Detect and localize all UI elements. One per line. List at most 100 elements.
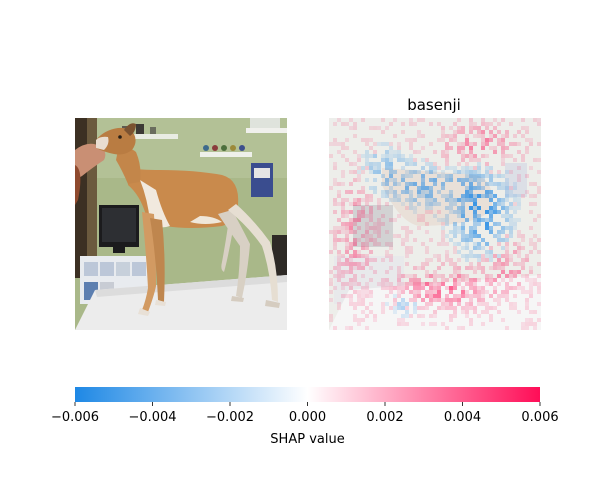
shap-cell (401, 318, 405, 322)
shap-cell (485, 250, 489, 254)
shap-cell (465, 310, 469, 314)
shap-cell (441, 186, 445, 190)
shap-cell (473, 230, 477, 234)
shap-cell (461, 306, 465, 310)
shap-cell (533, 218, 537, 222)
shap-cell (401, 174, 405, 178)
shap-cell (369, 250, 373, 254)
shap-cell (529, 318, 533, 322)
shap-cell (517, 206, 521, 210)
shap-cell (369, 226, 373, 230)
shap-cell (517, 270, 521, 274)
shap-cell (433, 170, 437, 174)
shap-cell (493, 262, 497, 266)
shap-cell (437, 290, 441, 294)
shap-cell (445, 158, 449, 162)
shap-cell (517, 130, 521, 134)
shap-cell (481, 246, 485, 250)
shap-cell (473, 194, 477, 198)
shap-cell (485, 222, 489, 226)
shap-cell (481, 254, 485, 258)
shap-cell (433, 322, 437, 326)
shap-cell (349, 222, 353, 226)
shap-cell (485, 154, 489, 158)
shap-cell (485, 182, 489, 186)
shap-cell (401, 166, 405, 170)
shap-cell (521, 118, 525, 122)
shap-cell (341, 214, 345, 218)
shap-cell (497, 302, 501, 306)
shap-cell (505, 194, 509, 198)
shap-cell (509, 122, 513, 126)
shap-cell (389, 170, 393, 174)
shap-cell (509, 226, 513, 230)
shap-cell (421, 178, 425, 182)
shap-cell (477, 166, 481, 170)
shap-value-cells (329, 118, 541, 330)
shap-cell (393, 134, 397, 138)
shap-cell (525, 174, 529, 178)
shap-cell (461, 326, 465, 330)
shap-cell (505, 170, 509, 174)
shap-cell (461, 126, 465, 130)
shap-cell (453, 274, 457, 278)
shap-cell (397, 146, 401, 150)
shap-cell (489, 146, 493, 150)
shap-cell (429, 290, 433, 294)
shap-cell (509, 214, 513, 218)
shap-cell (369, 258, 373, 262)
shap-cell (373, 126, 377, 130)
shap-cell (365, 306, 369, 310)
shap-cell (393, 170, 397, 174)
shap-cell (485, 226, 489, 230)
shap-cell (437, 258, 441, 262)
shap-cell (461, 166, 465, 170)
shap-cell (497, 262, 501, 266)
shap-cell (457, 214, 461, 218)
shap-cell (473, 214, 477, 218)
shap-cell (457, 226, 461, 230)
shap-cell (525, 146, 529, 150)
shap-cell (341, 154, 345, 158)
shap-cell (449, 206, 453, 210)
shap-cell (469, 198, 473, 202)
shap-cell (369, 166, 373, 170)
shap-cell (513, 226, 517, 230)
shap-cell (465, 254, 469, 258)
shap-cell (389, 190, 393, 194)
shap-cell (477, 246, 481, 250)
shap-cell (389, 198, 393, 202)
shap-cell (345, 326, 349, 330)
shap-cell (457, 242, 461, 246)
shap-cell (385, 254, 389, 258)
shap-cell (513, 302, 517, 306)
shap-cell (377, 226, 381, 230)
shap-cell (505, 246, 509, 250)
shap-cell (453, 226, 457, 230)
shap-cell (373, 170, 377, 174)
shap-cell (525, 190, 529, 194)
shap-cell (501, 198, 505, 202)
shap-cell (381, 182, 385, 186)
shap-cell (373, 222, 377, 226)
shap-cell (385, 150, 389, 154)
shap-cell (413, 302, 417, 306)
shap-cell (417, 278, 421, 282)
shap-cell (537, 190, 541, 194)
shap-cell (385, 178, 389, 182)
shap-cell (361, 310, 365, 314)
shap-cell (501, 318, 505, 322)
shap-cell (501, 138, 505, 142)
shap-cell (437, 138, 441, 142)
shap-cell (385, 270, 389, 274)
shap-cell (417, 130, 421, 134)
shap-cell (397, 290, 401, 294)
shap-cell (381, 222, 385, 226)
shap-cell (421, 286, 425, 290)
shap-cell (465, 238, 469, 242)
shap-cell (469, 194, 473, 198)
shap-cell (505, 290, 509, 294)
shap-cell (489, 266, 493, 270)
shap-cell (493, 126, 497, 130)
